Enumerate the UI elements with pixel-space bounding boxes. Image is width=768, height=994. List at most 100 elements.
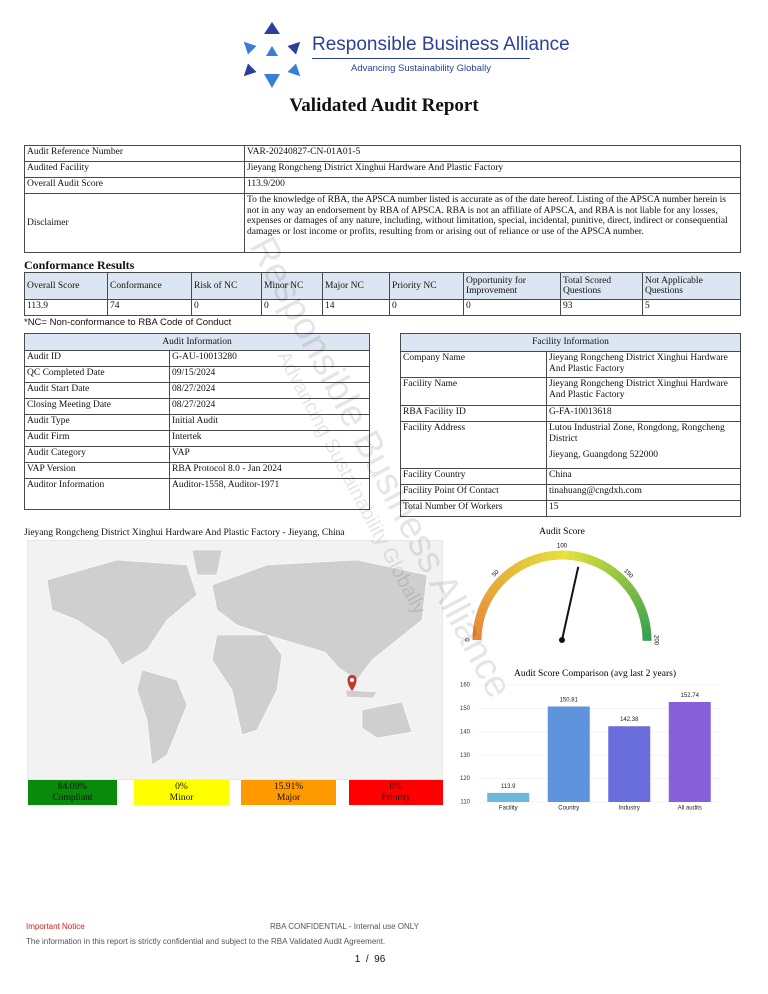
- gauge-arc: [633, 599, 646, 610]
- row-label: Closing Meeting Date: [24, 398, 170, 415]
- gauge-arc: [592, 557, 604, 569]
- row-label: Facility Point Of Contact: [400, 484, 547, 501]
- gauge-arc: [493, 576, 506, 588]
- header-cell: Not Applicable Questions: [642, 272, 741, 300]
- table-row: 113.9 74 0 0 14 0 0 93 5: [24, 299, 741, 316]
- table-row: Overall Score Conformance Risk of NC Minor …: [24, 272, 741, 300]
- logo: [243, 22, 301, 88]
- row-label: Facility Name: [400, 377, 547, 406]
- row-label: RBA Facility ID: [400, 405, 547, 422]
- important-notice: Important Notice: [26, 922, 85, 931]
- page-number: 1 / 96: [354, 954, 386, 965]
- y-tick-label: 110: [460, 800, 470, 806]
- row-value: Lutou Industrial Zone, Rongdong, Rongche…: [546, 421, 741, 469]
- value-cell: 93: [560, 299, 643, 316]
- table-row: QC Completed Date 09/15/2024: [24, 366, 371, 383]
- row-value: 08/27/2024: [168, 382, 371, 399]
- header-cell: Priority NC: [389, 272, 464, 300]
- value-label: 152.74: [681, 693, 700, 699]
- summary-table: Audit Reference Number VAR-20240827-CN-01…: [24, 145, 741, 253]
- row-value: Jieyang Rongcheng District Xinghui Hardw…: [546, 351, 741, 378]
- gauge-arc: [636, 605, 648, 616]
- gauge-needle: [561, 566, 580, 641]
- row-value: G-AU-10013280: [168, 350, 371, 367]
- gauge-arc: [485, 586, 498, 598]
- legend-label: Priority: [381, 793, 411, 803]
- bar: [668, 701, 711, 802]
- table-row: Audit Category VAP: [24, 446, 371, 463]
- row-value: 08/27/2024: [168, 398, 371, 415]
- row-label: Company Name: [400, 351, 547, 378]
- value-label: 150.81: [560, 698, 579, 704]
- gauge-arc: [534, 552, 545, 564]
- table-row: Closing Meeting Date 08/27/2024: [24, 398, 371, 415]
- row-value: VAR-20240827-CN-01A01-5: [244, 145, 741, 162]
- gauge-arc: [623, 581, 635, 594]
- value-cell: 14: [322, 299, 390, 316]
- legend-percent: 0%: [389, 782, 403, 792]
- gauge-arc: [515, 559, 527, 572]
- value-cell: 0: [191, 299, 262, 316]
- row-value: 09/15/2024: [168, 366, 371, 383]
- row-value: 113.9/200: [244, 177, 741, 194]
- gauge-arc: [473, 618, 484, 628]
- row-label: Disclaimer: [24, 193, 245, 253]
- report-title: Validated Audit Report: [289, 95, 479, 116]
- table-row: Audited Facility Jieyang Rongcheng Distri…: [24, 161, 741, 178]
- table-row: Audit ID G-AU-10013280: [24, 350, 371, 367]
- value-cell: 0: [463, 299, 561, 316]
- legend-percent: 15.91%: [273, 782, 304, 792]
- gauge-tick-label: 0: [466, 638, 472, 642]
- header-rule: [312, 58, 530, 59]
- row-label: Audit ID: [24, 350, 170, 367]
- gauge-arc: [586, 554, 598, 566]
- gauge-arc: [479, 598, 491, 610]
- row-label: Facility Country: [400, 468, 547, 485]
- y-tick-label: 140: [460, 729, 471, 735]
- bar: [608, 726, 651, 802]
- statement: The information in this report is strict…: [26, 937, 386, 946]
- table-row: Facility Country China: [400, 468, 741, 485]
- row-value: tinahuang@cngdxh.com: [546, 484, 741, 501]
- row-label: Audit Reference Number: [24, 145, 245, 162]
- legend-label: Minor: [169, 793, 194, 803]
- bar-chart-title: Audit Score Comparison (avg last 2 years…: [514, 668, 676, 679]
- legend-box: 0% Priority: [349, 780, 443, 805]
- header-cell: Overall Score: [24, 272, 108, 300]
- gauge-arc: [638, 612, 650, 623]
- header-cell: Minor NC: [261, 272, 323, 300]
- audit-information-table: Audit Information Audit ID G-AU-10013280 QC…: [23, 333, 371, 510]
- gauge-arc: [641, 625, 652, 635]
- cell-line: Jieyang, Guangdong 522000: [549, 450, 658, 460]
- gauge-arc: [640, 619, 651, 629]
- gauge-title: Audit Score: [539, 527, 585, 537]
- conformance-table: Overall Score Conformance Risk of NC Minor …: [24, 272, 741, 316]
- table-row: Audit Type Initial Audit: [24, 414, 371, 431]
- header-cell: Audit Information: [23, 333, 371, 351]
- note: *NC= Non-conformance to RBA Code of Cond…: [24, 317, 232, 328]
- row-value: Jieyang Rongcheng District Xinghui Hardw…: [244, 161, 741, 178]
- row-value: Auditor-1558, Auditor-1971: [168, 478, 371, 510]
- gauge-arc: [547, 550, 557, 561]
- header-cell: Conformance: [107, 272, 192, 300]
- row-label: Audited Facility: [24, 161, 245, 178]
- y-tick-label: 130: [460, 753, 471, 759]
- gauge-arc: [509, 563, 521, 575]
- row-label: QC Completed Date: [24, 366, 170, 383]
- y-tick-label: 150: [460, 706, 471, 712]
- table-row: Disclaimer To the knowledge of RBA, the A…: [24, 193, 741, 253]
- row-value: Initial Audit: [168, 414, 371, 431]
- gauge-arc: [503, 567, 516, 579]
- row-value: VAP: [168, 446, 371, 463]
- gauge-arc: [580, 552, 591, 564]
- header-cell: Risk of NC: [191, 272, 262, 300]
- table-row: Overall Audit Score 113.9/200: [24, 177, 741, 194]
- header-cell: Major NC: [322, 272, 390, 300]
- row-value: China: [546, 468, 741, 485]
- charts: Audit Score Audit Score Comparison (avg …: [460, 527, 720, 812]
- table-row: Audit Reference Number VAR-20240827-CN-01…: [24, 145, 741, 162]
- value-label: 113.9: [501, 784, 516, 790]
- gauge-arc: [609, 567, 621, 580]
- table-row: Company Name Jieyang Rongcheng District X…: [400, 351, 741, 378]
- gauge-arc: [598, 560, 610, 572]
